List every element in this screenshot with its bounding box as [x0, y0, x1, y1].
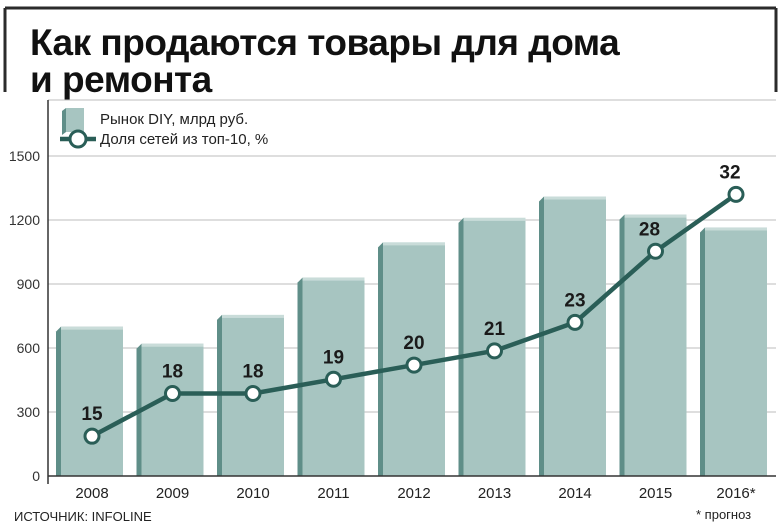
y-tick-label: 0 — [32, 468, 40, 484]
share-value-label: 18 — [242, 362, 263, 383]
data-labels: 15 18 18 19 20 21 23 28 32 — [81, 162, 740, 425]
bar-top-2013 — [463, 217, 526, 221]
x-tick-label: 2015 — [639, 485, 672, 502]
x-tick-label: 2012 — [397, 485, 430, 502]
chart-title-line2: и ремонта — [30, 59, 213, 100]
bar-2009 — [141, 343, 204, 476]
x-tick-label: 2014 — [558, 485, 591, 502]
share-value-label: 28 — [639, 219, 660, 240]
y-tick-label: 900 — [17, 276, 41, 292]
bar-2016* — [705, 227, 767, 476]
bar-top-2009 — [141, 343, 204, 347]
bar-top-2016* — [705, 227, 767, 231]
x-tick-label: 2013 — [478, 485, 511, 502]
y-tick-label: 1200 — [9, 212, 40, 228]
share-point-2015 — [647, 242, 664, 260]
share-line — [83, 185, 745, 445]
bar-side-2011 — [297, 277, 303, 476]
share-point-2013 — [486, 342, 503, 360]
bar-top-2015 — [624, 214, 687, 218]
axes: 0 300 600 900 1200 1500 2008 2009 2010 2011 2012 20… — [9, 100, 776, 502]
forecast-footnote: * прогноз — [696, 507, 751, 522]
share-point-2016* — [727, 185, 745, 203]
x-tick-label: 2008 — [75, 485, 108, 502]
bar-top-2010 — [222, 314, 284, 318]
share-point-2008 — [83, 427, 101, 445]
bar-2014 — [544, 196, 606, 477]
legend-bar-swatch-side — [62, 108, 66, 135]
share-value-label: 23 — [564, 290, 585, 311]
chart-title-line1: Как продаются товары для дома — [30, 22, 620, 63]
x-tick-label: 2016* — [716, 485, 755, 502]
bar-side-2013 — [458, 217, 464, 476]
x-tick-label: 2009 — [156, 485, 189, 502]
share-point-2014 — [566, 313, 584, 331]
y-tick-label: 600 — [17, 340, 41, 356]
bar-side-2012 — [378, 242, 383, 476]
share-value-label: 18 — [162, 362, 183, 383]
x-tick-label: 2010 — [236, 485, 269, 502]
share-point-2012 — [405, 356, 423, 374]
bar-top-2008 — [61, 326, 123, 330]
source-note: ИСТОЧНИК: INFOLINE — [14, 509, 152, 524]
share-point-2011 — [325, 370, 342, 388]
bar-top-2014 — [544, 196, 606, 200]
bar-side-2016* — [700, 227, 705, 476]
share-point-2010 — [244, 385, 262, 403]
bar-side-2008 — [56, 326, 61, 476]
legend-line-marker — [68, 129, 88, 149]
share-value-label: 19 — [323, 347, 344, 368]
x-tick-label: 2011 — [317, 485, 349, 502]
legend-bar-swatch — [66, 108, 84, 132]
share-value-label: 32 — [719, 162, 740, 183]
bar-2008 — [61, 326, 123, 476]
legend-line-label: Доля сетей из топ-10, % — [100, 131, 268, 148]
y-tick-label: 300 — [17, 404, 41, 420]
bar-top-2011 — [302, 277, 365, 281]
share-value-label: 15 — [81, 404, 103, 425]
legend-bar-label: Рынок DIY, млрд руб. — [100, 111, 248, 128]
bar-top-2012 — [383, 242, 445, 246]
legend: Рынок DIY, млрд руб. Доля сетей из топ-1… — [60, 108, 268, 149]
share-point-2009 — [164, 385, 181, 403]
y-tick-label: 1500 — [9, 148, 40, 164]
bar-side-2015 — [619, 214, 625, 476]
share-value-label: 20 — [403, 333, 424, 354]
share-value-label: 21 — [484, 319, 506, 340]
